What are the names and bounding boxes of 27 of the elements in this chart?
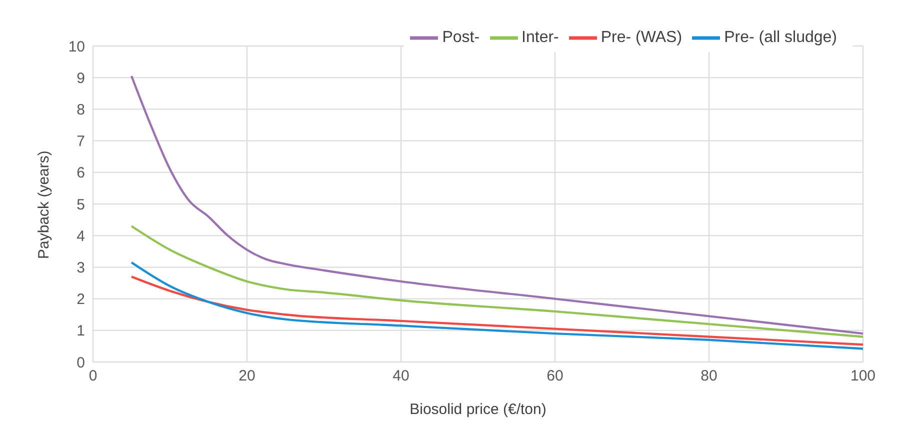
y-tick-label: 10 xyxy=(68,38,85,56)
y-tick-label: 7 xyxy=(76,133,85,150)
y-tick-label: 3 xyxy=(76,260,85,277)
x-tick-label: 60 xyxy=(546,368,564,385)
legend-label: Post- xyxy=(442,29,480,46)
legend-label: Pre- (all sludge) xyxy=(724,29,837,46)
y-tick-label: 6 xyxy=(76,164,85,182)
y-tick-label: 8 xyxy=(76,102,85,119)
y-tick-label: 2 xyxy=(76,291,85,308)
y-tick-label: 9 xyxy=(76,70,85,87)
line-series xyxy=(130,276,863,346)
line-series xyxy=(130,74,863,335)
legend-label: Pre- (WAS) xyxy=(600,29,682,46)
line-series xyxy=(130,225,863,338)
y-tick-label: 0 xyxy=(76,354,85,372)
x-tick-label: 80 xyxy=(700,368,718,385)
x-tick-label: 0 xyxy=(88,368,98,385)
line-series xyxy=(130,261,863,350)
x-tick-label: 100 xyxy=(850,368,876,385)
y-tick-label: 5 xyxy=(76,196,85,214)
y-axis-title: Payback (years) xyxy=(35,150,52,259)
x-tick-label: 20 xyxy=(238,368,256,385)
y-tick-label: 4 xyxy=(76,228,85,245)
y-tick-label: 1 xyxy=(76,322,85,340)
legend-label: Inter- xyxy=(522,29,559,46)
x-axis-title: Biosolid price (€/ton) xyxy=(410,401,546,418)
x-tick-label: 40 xyxy=(392,368,410,385)
